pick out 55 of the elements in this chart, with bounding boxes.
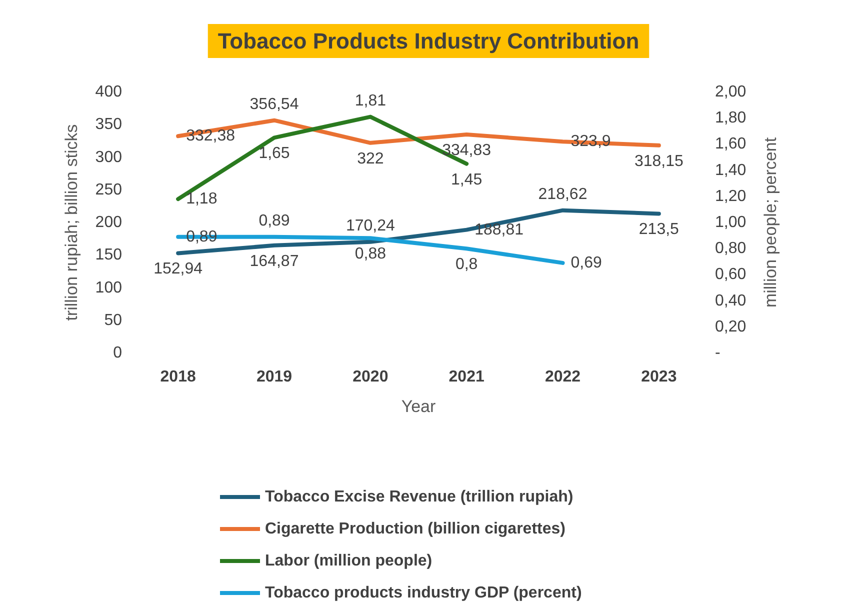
x-axis-title: Year [401, 397, 436, 416]
data-label: 356,54 [250, 96, 299, 113]
legend-label: Cigarette Production (billion cigarettes) [265, 520, 566, 538]
y2-tick-label: 0,20 [715, 318, 746, 336]
data-label: 0,8 [455, 256, 478, 274]
data-label: 188,81 [474, 221, 524, 238]
data-label: 322 [357, 150, 384, 168]
y-axis-title: trillion rupiah; billion sticks [62, 124, 81, 321]
y-tick-label: 200 [95, 214, 122, 231]
data-label: 0,89 [258, 212, 290, 230]
data-label: 0,69 [570, 254, 602, 272]
data-label: 1,45 [451, 171, 482, 188]
x-tick-label: 2020 [352, 368, 388, 386]
y2-tick-label: 0,60 [715, 266, 746, 284]
x-tick-label: 2019 [256, 368, 292, 386]
y2-tick-label: 1,80 [715, 110, 746, 127]
data-label: 318,15 [634, 152, 684, 170]
legend-label: Labor (million people) [265, 552, 432, 570]
legend-label: Tobacco products industry GDP (percent) [265, 584, 582, 602]
chart-title: Tobacco Products Industry Contribution [218, 28, 640, 54]
y-tick-label: 0 [113, 344, 122, 362]
data-label: 334,83 [442, 142, 492, 160]
y2-tick-label: - [715, 344, 720, 362]
y2-tick-label: 1,40 [715, 162, 746, 179]
y-tick-label: 400 [95, 84, 122, 100]
data-label: 323,9 [570, 133, 611, 150]
data-label: 213,5 [638, 221, 680, 238]
data-label: 1,81 [354, 92, 386, 110]
data-label: 164,87 [250, 252, 299, 270]
y-tick-label: 100 [95, 279, 122, 296]
y-tick-label: 250 [95, 181, 122, 198]
data-label: 1,18 [186, 190, 218, 208]
y-tick-label: 50 [104, 312, 122, 329]
y-tick-label: 300 [95, 148, 122, 166]
y2-tick-label: 1,20 [715, 188, 746, 205]
y2-tick-label: 2,00 [715, 84, 746, 100]
y2-tick-label: 1,60 [715, 136, 746, 153]
x-tick-label: 2022 [544, 368, 581, 386]
x-tick-label: 2018 [160, 368, 196, 386]
legend-label: Tobacco Excise Revenue (trillion rupiah) [265, 488, 574, 506]
y-tick-label: 350 [95, 116, 122, 134]
x-tick-label: 2023 [641, 368, 677, 386]
data-label: 170,24 [346, 217, 395, 234]
y2-tick-label: 1,00 [715, 214, 746, 231]
x-tick-label: 2021 [448, 368, 484, 386]
y2-tick-label: 0,80 [715, 240, 746, 258]
y2-axis-title: million people; percent [761, 137, 780, 308]
y2-tick-label: 0,40 [715, 292, 746, 310]
y-tick-label: 150 [95, 246, 122, 264]
data-label: 0,88 [354, 246, 386, 263]
data-label: 1,65 [258, 145, 290, 162]
data-label: 0,89 [186, 228, 218, 246]
data-label: 332,38 [186, 128, 236, 145]
data-label: 152,94 [154, 260, 203, 278]
data-label: 218,62 [538, 186, 588, 203]
